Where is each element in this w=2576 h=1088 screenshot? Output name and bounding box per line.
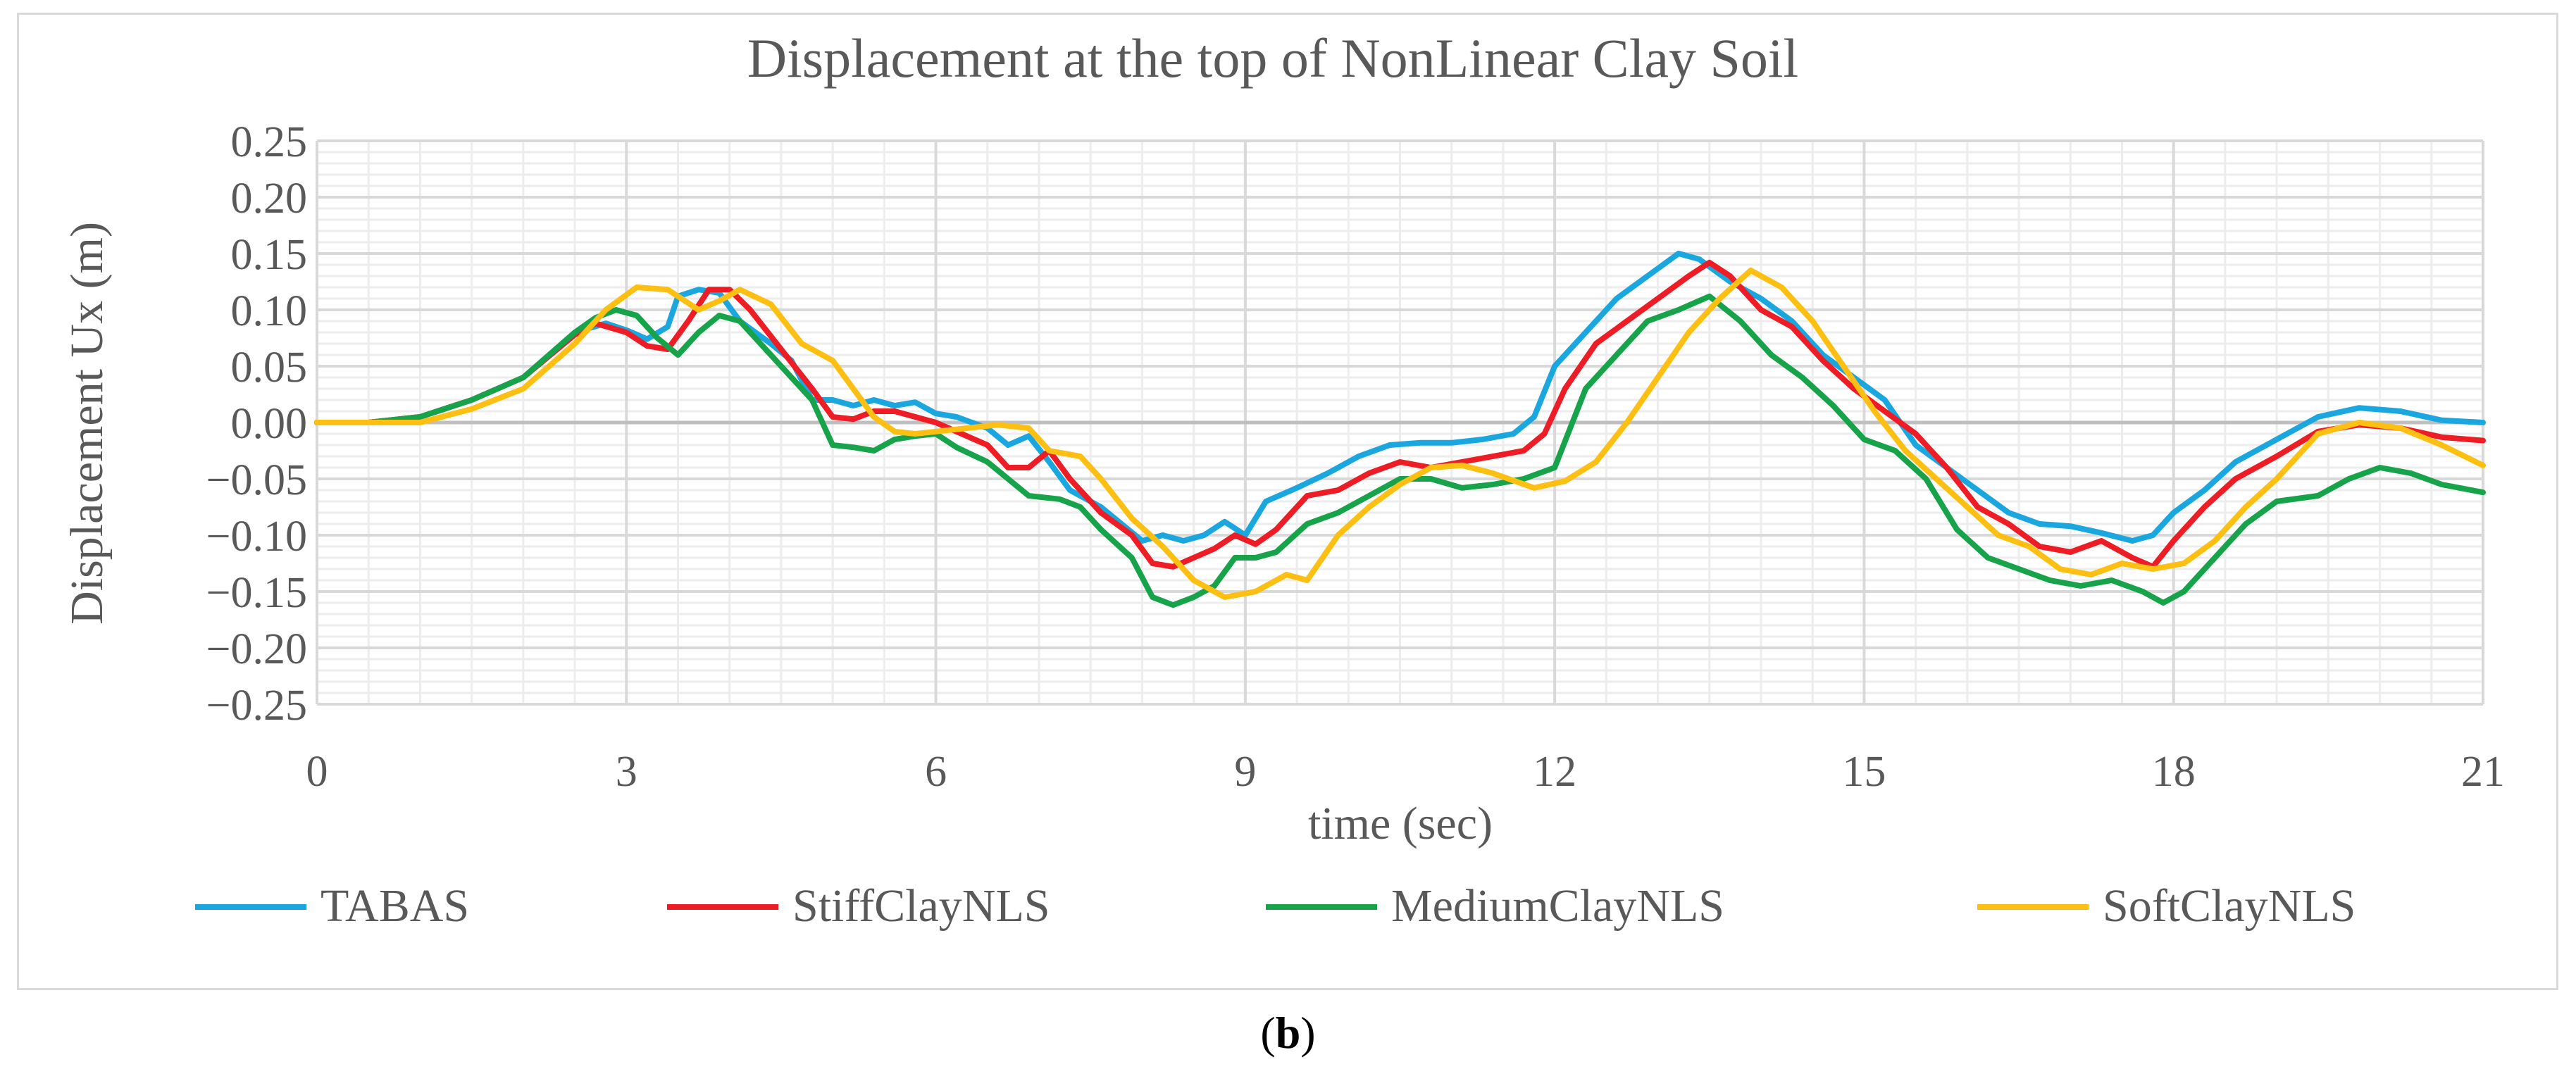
y-tick-label: 0.25 [231,118,308,166]
y-tick-label: 0.20 [231,175,308,223]
chart-frame: Displacement at the top of NonLinear Cla… [17,13,2558,990]
series-line-tabas [314,251,2486,544]
x-tick-label: 6 [925,748,947,796]
caption-letter: b [1275,1008,1301,1058]
x-tick-label: 21 [2461,748,2505,796]
legend-label-softclaynls: SoftClayNLS [2103,880,2356,932]
x-tick-label: 3 [616,748,637,796]
legend: TABAS StiffClayNLS MediumClayNLS SoftClayNL… [195,880,2356,932]
x-tick-label: 15 [1842,748,1886,796]
y-tick-label: −0.25 [206,682,307,730]
caption-close: ) [1300,1008,1316,1058]
y-tick-label: 0.00 [231,400,308,448]
y-tick-label: 0.15 [231,231,308,279]
figure-caption: (b) [0,1007,2576,1059]
x-tick-label: 12 [1533,748,1576,796]
chart: Displacement at the top of NonLinear Cla… [61,27,2506,932]
y-tick-label: 0.05 [231,344,308,392]
chart-title: Displacement at the top of NonLinear Cla… [747,27,1798,89]
legend-label-tabas: TABAS [321,880,469,932]
y-tick-label: −0.20 [206,625,307,673]
x-axis-tick-labels: 0 3 6 9 12 15 18 21 [306,748,2506,796]
series-line-mediumclaynls [314,293,2486,608]
legend-label-mediumclaynls: MediumClayNLS [1391,880,1724,932]
x-tick-label: 18 [2152,748,2196,796]
y-tick-label: −0.10 [206,513,307,561]
series-lines [314,251,2486,608]
y-tick-label: 0.10 [231,287,308,335]
series-line-softclaynls [314,268,2486,600]
legend-label-stiffclaynls: StiffClayNLS [792,880,1050,932]
y-tick-label: −0.15 [206,569,307,617]
y-axis-tick-labels: 0.25 0.20 0.15 0.10 0.05 0.00 −0.05 −0.10 −0.15 −… [206,118,307,730]
caption-open: ( [1260,1008,1276,1058]
y-axis-label: Displacement Ux (m) [61,222,113,625]
x-tick-label: 0 [306,748,328,796]
x-axis-label: time (sec) [1308,798,1493,849]
x-tick-label: 9 [1234,748,1256,796]
y-tick-label: −0.05 [206,456,307,504]
series-line-stiffclaynls [314,259,2486,570]
